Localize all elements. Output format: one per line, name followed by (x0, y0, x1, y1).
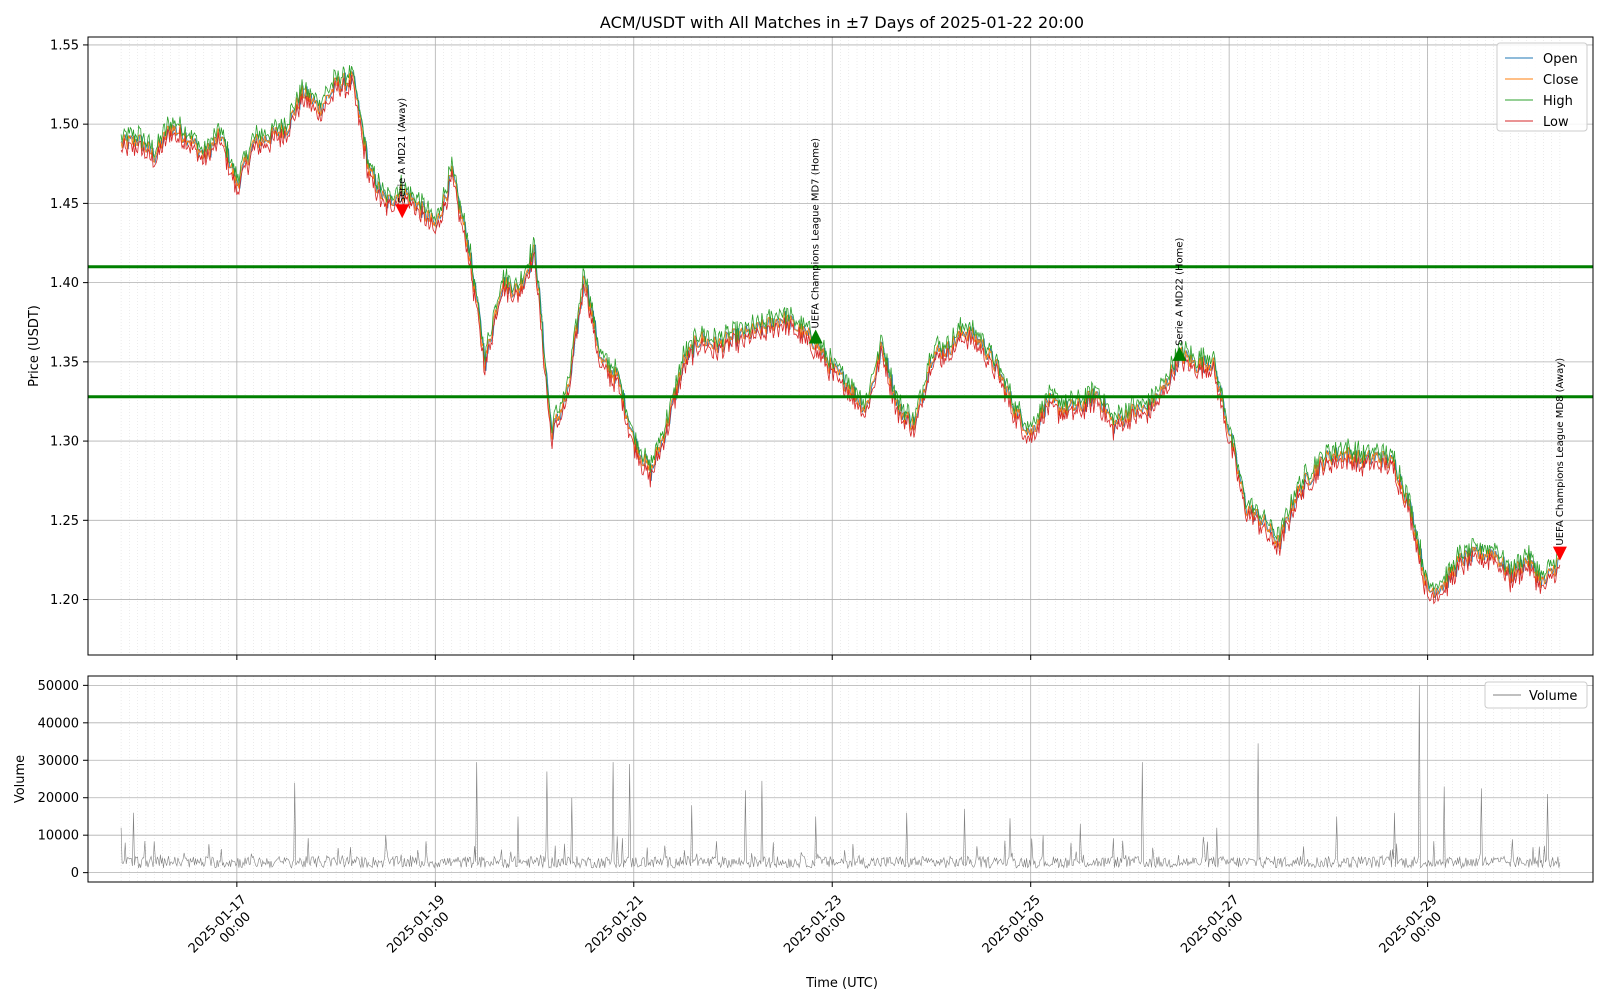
volume-legend-box (1484, 681, 1588, 709)
volume-y-tick-label: 30000 (38, 754, 79, 769)
price-panel: Serie A MD21 (Away) UEFA Champions League… (27, 36, 1594, 660)
price-minor-grid (120, 37, 1561, 655)
volume-y-tick-label: 0 (71, 866, 79, 881)
price-y-tick-label: 1.30 (50, 435, 79, 450)
match-annotation: Serie A MD21 (Away) (397, 98, 408, 204)
legend-label-close: Close (1543, 73, 1578, 88)
volume-legend: Volume (1484, 681, 1588, 709)
match-markers: Serie A MD21 (Away) UEFA Champions League… (395, 98, 1567, 561)
price-y-tick-label: 1.45 (50, 197, 79, 212)
price-y-tick-label: 1.25 (50, 514, 79, 529)
x-axis-label: Time (UTC) (805, 976, 878, 991)
match-annotation: Serie A MD22 (Home) (1175, 237, 1186, 345)
volume-y-tick-label: 10000 (38, 829, 79, 844)
price-y-axis-label: Price (USDT) (27, 305, 42, 387)
volume-axes-frame (87, 675, 1594, 883)
price-axes-frame (87, 36, 1594, 656)
match-annotation: UEFA Champions League MD8 (Away) (1555, 358, 1566, 546)
price-y-ticks: 1.20 1.25 1.30 1.35 1.40 1.45 1.50 1.55 (50, 38, 88, 608)
price-y-tick-label: 1.40 (50, 276, 79, 291)
volume-series-line (120, 685, 1561, 869)
price-y-tick-label: 1.50 (50, 118, 79, 133)
price-line-low (120, 75, 1561, 605)
price-major-grid (88, 37, 1593, 660)
match-annotation: UEFA Champions League MD7 (Home) (811, 138, 822, 329)
volume-y-ticks: 0 10000 20000 30000 40000 50000 (38, 679, 88, 881)
legend-label-high: High (1543, 94, 1573, 109)
volume-major-grid (88, 676, 1593, 882)
match-marker (1552, 546, 1567, 561)
price-series-lines (120, 65, 1561, 605)
match-marker (808, 329, 823, 344)
legend-label-open: Open (1543, 52, 1578, 67)
price-line-high (120, 65, 1561, 592)
price-y-tick-label: 1.55 (50, 38, 79, 53)
volume-line (120, 685, 1561, 869)
match-marker (395, 204, 410, 219)
price-horizontal-lines (88, 265, 1593, 399)
legend-label-low: Low (1543, 115, 1569, 130)
volume-y-axis-label: Volume (13, 755, 28, 803)
price-y-tick-label: 1.20 (50, 593, 79, 608)
volume-y-tick-label: 50000 (38, 679, 79, 694)
match-marker (1172, 346, 1187, 361)
price-legend: Open Close High Low (1496, 42, 1588, 132)
legend-label-volume: Volume (1529, 689, 1577, 704)
price-y-tick-label: 1.35 (50, 355, 79, 370)
volume-y-tick-label: 40000 (38, 716, 79, 731)
price-legend-box (1496, 42, 1588, 132)
volume-y-tick-label: 20000 (38, 791, 79, 806)
chart-title: ACM/USDT with All Matches in ±7 Days of … (600, 13, 1084, 32)
